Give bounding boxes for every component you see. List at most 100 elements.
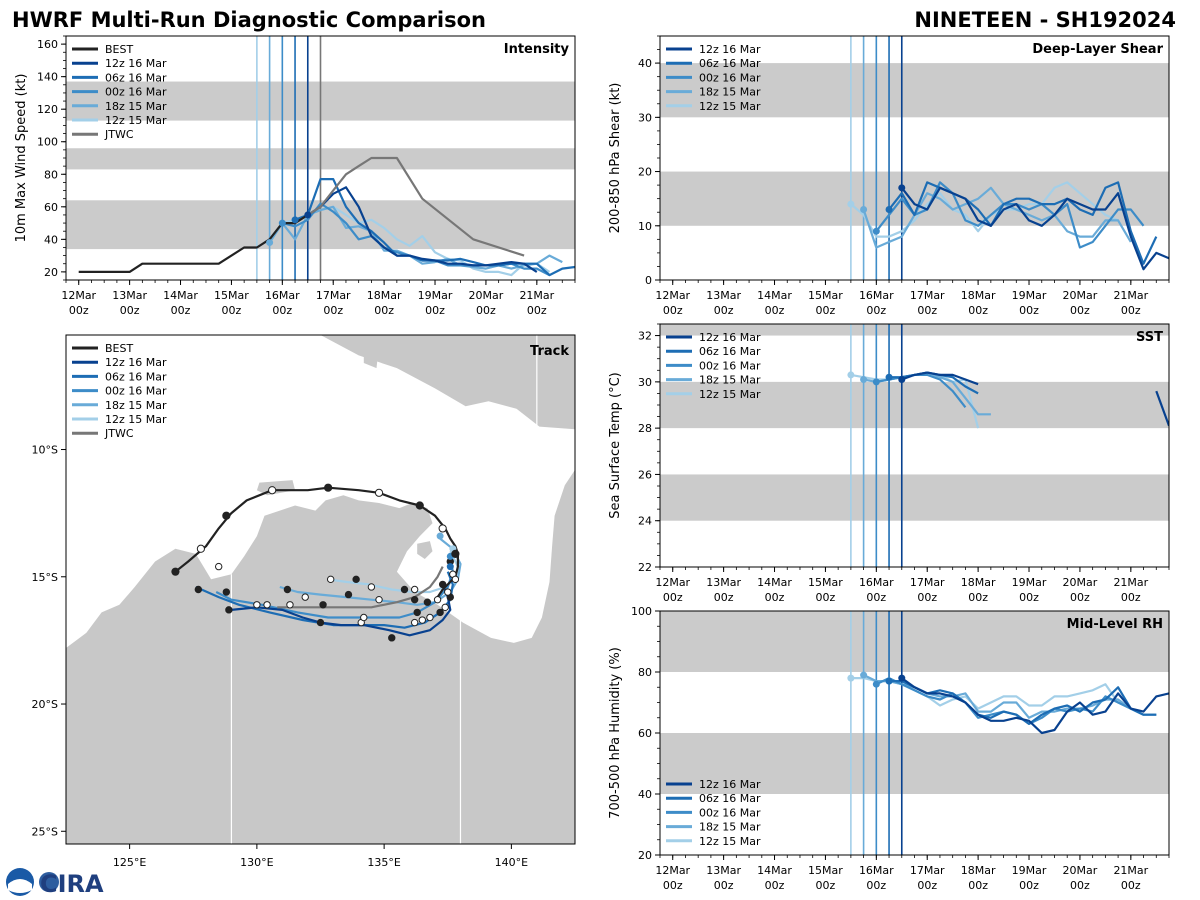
intensity-xtick-label: 19Mar 00z (418, 289, 453, 317)
sst-legend-label: 06z 16 Mar (699, 345, 761, 358)
xtick-hour: 00z (866, 304, 886, 317)
track-xtick-label: 135°E (367, 856, 400, 869)
xtick-hour: 00z (816, 879, 836, 892)
rh-title: Mid-Level RH (1067, 617, 1163, 632)
xtick-hour: 00z (69, 304, 89, 317)
sst-legend-label: 18z 15 Mar (699, 374, 761, 387)
intensity-series-12z-16-mar (307, 186, 538, 273)
track-ytick-label: 15°S (32, 571, 58, 584)
track-run-point (410, 618, 419, 627)
xtick-day: 15Mar (214, 289, 249, 302)
shear-ytick-label: 30 (638, 111, 652, 124)
shear-ytick-label: 10 (638, 220, 652, 233)
rh-xtick-label: 13Mar 00z (706, 864, 741, 892)
xtick-day: 16Mar (859, 864, 894, 877)
track-ytick-label: 10°S (32, 444, 58, 457)
rh-legend-label: 00z 16 Mar (699, 806, 761, 819)
xtick-day: 21Mar (1113, 864, 1148, 877)
shear-band (660, 171, 1169, 226)
xtick-hour: 00z (663, 879, 683, 892)
intensity-series-jtwc (307, 156, 525, 257)
sst-ytick-label: 24 (638, 515, 652, 528)
groote-eylandt (417, 541, 433, 559)
rh-plot-area (660, 611, 1169, 855)
intensity-ytick-label: 80 (44, 168, 58, 181)
track-run-point (413, 608, 421, 617)
track-run-point (410, 595, 419, 604)
sst-xtick-label: 19Mar 00z (1012, 576, 1047, 604)
track-best-point (171, 567, 180, 576)
track-run-point (352, 575, 360, 584)
shear-xtick-label: 18Mar 00z (961, 289, 996, 317)
track-ytick-label: 25°S (32, 825, 58, 838)
rh-band (660, 611, 1169, 672)
xtick-hour: 00z (1070, 879, 1090, 892)
rh-ytick-label: 60 (638, 727, 652, 740)
cira-logo-icon (39, 872, 59, 892)
xtick-hour: 00z (222, 304, 242, 317)
track-frame (65, 334, 576, 845)
xtick-day: 15Mar (808, 289, 843, 302)
sst-init-marker (872, 378, 880, 386)
rh-xtick-label: 18Mar 00z (961, 864, 996, 892)
xtick-day: 14Mar (163, 289, 198, 302)
sst-ytick-label: 28 (638, 422, 652, 435)
sst-init-marker (898, 376, 906, 384)
xtick-day: 15Mar (808, 864, 843, 877)
sst-ylabel: Sea Surface Temp (°C) (608, 372, 623, 519)
xtick-hour: 00z (425, 304, 445, 317)
aru-islands (363, 342, 379, 369)
track-run-point (344, 590, 353, 599)
track-best-point (324, 483, 333, 492)
sst-xtick-label: 13Mar 00z (706, 576, 741, 604)
track-legend-label: 12z 16 Mar (105, 356, 167, 369)
track-legend-label: 00z 16 Mar (105, 385, 167, 398)
new-guinea-landmass (320, 335, 575, 430)
sst-series-12z-16-mar (901, 371, 979, 386)
track-best-point (268, 486, 277, 495)
xtick-hour: 00z (917, 879, 937, 892)
intensity-legend-label: 00z 16 Mar (105, 86, 167, 99)
sst-legend-label: 12z 15 Mar (699, 388, 761, 401)
xtick-hour: 00z (1070, 591, 1090, 604)
xtick-day: 14Mar (757, 576, 792, 589)
shear-legend-label: 00z 16 Mar (699, 71, 761, 84)
shear-xtick-label: 13Mar 00z (706, 289, 741, 317)
shear-xtick-label: 15Mar 00z (808, 289, 843, 317)
intensity-ytick-label: 140 (37, 71, 58, 84)
shear-ytick-label: 0 (645, 274, 652, 287)
track-run-point (286, 601, 294, 609)
sst-band (660, 324, 1169, 336)
sst-xtick-label: 15Mar 00z (808, 576, 843, 604)
track-run-point (410, 585, 419, 594)
rh-init-marker (898, 674, 906, 682)
xtick-day: 19Mar (418, 289, 453, 302)
track-run-point (367, 583, 376, 591)
track-title: Track (530, 344, 569, 359)
xtick-day: 20Mar (469, 289, 504, 302)
track-run-point (433, 595, 442, 604)
shear-band (660, 63, 1169, 118)
xtick-day: 14Mar (757, 864, 792, 877)
track-series-00z-16-mar (215, 556, 454, 619)
intensity-xtick-label: 12Mar 00z (61, 289, 96, 317)
intensity-ytick-label: 160 (37, 38, 58, 51)
xtick-hour: 00z (1121, 304, 1141, 317)
xtick-day: 12Mar (655, 864, 690, 877)
xtick-hour: 00z (968, 879, 988, 892)
xtick-day: 12Mar (655, 289, 690, 302)
rh-series-12z-16-mar (901, 677, 1169, 735)
intensity-legend-label: 12z 15 Mar (105, 114, 167, 127)
shear-panel: 0 10 20 30 40 12Mar 00z 13Mar 00z 14Mar 00z 15Mar 00… (608, 35, 1170, 317)
xtick-day: 18Mar (961, 289, 996, 302)
track-init-point (436, 532, 444, 540)
rh-xtick-label: 12Mar 00z (655, 864, 690, 892)
intensity-legend-label: JTWC (104, 128, 134, 141)
xtick-hour: 00z (866, 591, 886, 604)
xtick-day: 12Mar (61, 289, 96, 302)
xtick-hour: 00z (476, 304, 496, 317)
xtick-day: 13Mar (706, 576, 741, 589)
track-init-point (446, 563, 454, 571)
xtick-hour: 00z (917, 591, 937, 604)
